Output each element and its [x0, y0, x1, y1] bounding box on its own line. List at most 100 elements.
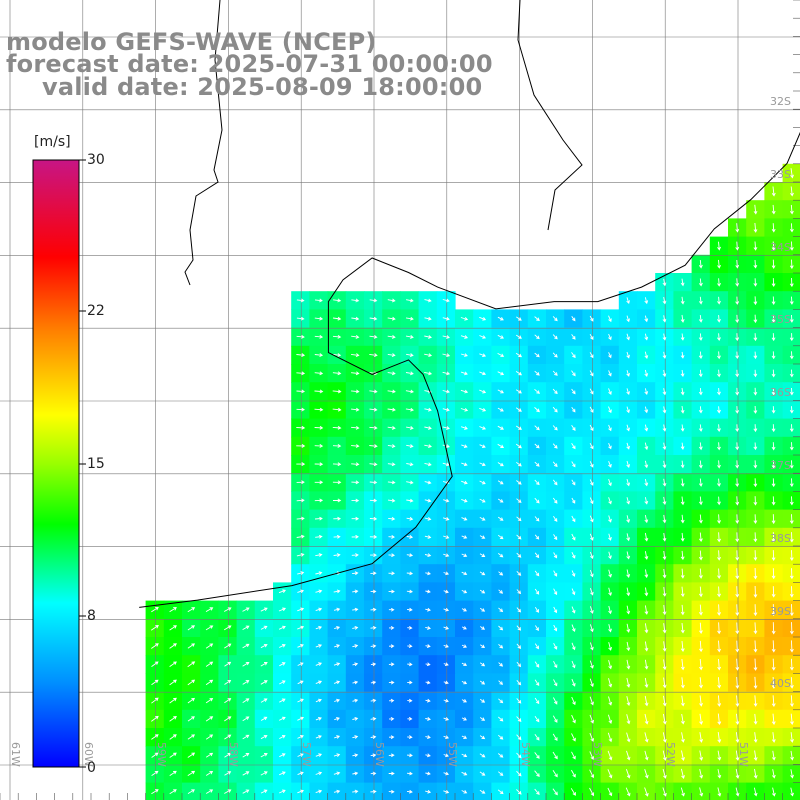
- longitude-label: 56W: [373, 742, 386, 767]
- wind-arrow: [260, 734, 268, 740]
- wind-arrow: [717, 351, 721, 360]
- wind-arrow: [589, 424, 594, 432]
- wind-arrow: [644, 587, 649, 597]
- wind-arrow: [278, 716, 286, 721]
- wind-arrow: [552, 751, 558, 760]
- wind-arrow: [534, 788, 540, 795]
- wind-arrow: [753, 387, 758, 396]
- wind-arrow: [608, 569, 612, 578]
- wind-arrow: [461, 626, 467, 630]
- wind-arrow: [279, 698, 286, 703]
- wind-arrow: [771, 640, 776, 653]
- wind-arrow: [626, 442, 630, 450]
- wind-arrow: [370, 716, 377, 721]
- wind-arrow: [552, 316, 558, 322]
- wind-arrow: [589, 624, 594, 633]
- wind-arrow: [662, 278, 667, 287]
- wind-arrow: [479, 771, 486, 776]
- wind-arrow: [498, 643, 504, 649]
- wind-arrow: [498, 734, 504, 740]
- wind-arrow: [698, 278, 703, 287]
- wind-arrow: [479, 316, 487, 321]
- wind-arrow: [424, 335, 432, 339]
- wind-arrow: [242, 789, 250, 794]
- wind-arrow: [571, 316, 576, 322]
- wind-arrow: [717, 514, 721, 524]
- wind-arrow: [442, 426, 450, 430]
- wind-arrow: [461, 498, 468, 503]
- wind-arrow: [589, 551, 594, 560]
- wind-arrow: [735, 296, 740, 305]
- wind-arrow: [680, 460, 685, 469]
- wind-arrow: [315, 771, 323, 776]
- wind-arrow: [608, 659, 613, 670]
- wind-arrow: [662, 406, 667, 414]
- wind-arrow: [753, 424, 758, 433]
- wind-arrow: [571, 497, 576, 504]
- wind-arrow: [735, 568, 740, 580]
- wind-arrow: [534, 479, 540, 486]
- wind-arrow: [333, 662, 341, 666]
- wind-arrow: [242, 698, 250, 703]
- wind-arrow: [516, 734, 522, 741]
- wind-arrow: [351, 407, 360, 412]
- wind-arrow: [461, 535, 468, 539]
- wind-arrows: [150, 168, 794, 797]
- wind-arrow: [790, 787, 794, 797]
- wind-arrow: [516, 589, 522, 595]
- wind-arrow: [753, 460, 758, 469]
- wind-arrow: [369, 353, 378, 358]
- longitude-label: 53W: [591, 742, 605, 767]
- wind-arrow: [698, 586, 703, 598]
- wind-arrow: [698, 369, 703, 378]
- wind-arrow: [698, 514, 703, 524]
- wind-arrow: [789, 223, 794, 233]
- wind-arrow: [351, 316, 360, 321]
- wind-arrow: [534, 552, 540, 559]
- wind-arrow: [387, 316, 396, 321]
- wind-arrow: [315, 753, 323, 757]
- wind-arrow: [680, 586, 685, 598]
- wind-arrow: [296, 534, 305, 539]
- wind-arrow: [479, 389, 487, 394]
- wind-arrow: [662, 351, 667, 359]
- wind-arrow: [297, 771, 304, 776]
- wind-arrow: [169, 643, 177, 649]
- wind-arrow: [552, 733, 558, 742]
- wind-arrow: [406, 480, 414, 485]
- wind-arrow: [789, 277, 794, 288]
- wind-arrow: [205, 697, 214, 704]
- wind-arrow: [460, 335, 469, 339]
- wind-arrow: [406, 462, 414, 467]
- wind-arrow: [187, 716, 195, 722]
- wind-arrow: [662, 532, 667, 542]
- wind-arrow: [789, 351, 794, 360]
- river-border: [184, 0, 223, 286]
- wind-arrow: [279, 662, 286, 667]
- wind-arrow: [717, 424, 721, 432]
- wind-speed-cell: [473, 782, 492, 800]
- wind-arrow: [370, 625, 377, 630]
- wind-arrow: [644, 713, 649, 725]
- wind-arrow: [680, 641, 685, 652]
- wind-arrow: [553, 697, 558, 705]
- wind-arrow: [479, 480, 486, 485]
- wind-arrow: [771, 442, 776, 451]
- wind-arrow: [498, 625, 504, 631]
- wind-arrow: [351, 334, 360, 339]
- wind-arrow: [771, 750, 776, 761]
- wind-arrow: [407, 644, 413, 649]
- wind-arrow: [460, 316, 469, 321]
- wind-arrow: [296, 389, 305, 394]
- wind-arrow: [662, 388, 667, 396]
- wind-arrow: [224, 680, 232, 685]
- wind-arrow: [607, 732, 613, 743]
- wind-arrow: [698, 351, 703, 360]
- wind-arrow: [424, 444, 432, 449]
- wind-arrow: [644, 515, 649, 524]
- wind-speed-cell: [436, 782, 456, 800]
- wind-arrow: [698, 333, 703, 341]
- wind-arrow: [589, 515, 594, 523]
- wind-arrow: [516, 661, 522, 668]
- wind-arrow: [369, 516, 378, 521]
